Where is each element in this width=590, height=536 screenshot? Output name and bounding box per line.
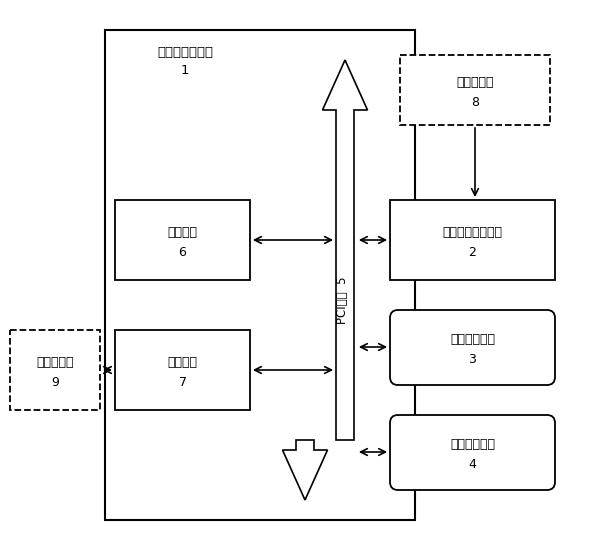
Text: 8: 8 [471,95,479,108]
Text: 9: 9 [51,376,59,389]
Polygon shape [323,60,368,440]
Bar [390,200,555,280]
Text: 信号处理模块: 信号处理模块 [450,438,495,451]
Text: 数据终端机: 数据终端机 [36,355,74,369]
Bar [10,330,100,410]
Text: 系统控制模块: 系统控制模块 [450,333,495,346]
Bar [400,55,550,125]
Bar [105,30,415,520]
FancyBboxPatch shape [390,415,555,490]
Text: 6: 6 [179,245,186,258]
Text: 数字中频接收机板: 数字中频接收机板 [442,226,503,239]
Text: 2: 2 [468,245,477,258]
Text: 3: 3 [468,353,477,366]
Text: 工业控制计算机: 工业控制计算机 [157,46,213,58]
Text: 7: 7 [179,376,186,389]
FancyBboxPatch shape [390,310,555,385]
Text: 模拟接收机: 模拟接收机 [456,76,494,88]
Text: 以太网卡: 以太网卡 [168,355,198,369]
Bar [115,200,250,280]
Polygon shape [283,440,327,500]
Text: 1: 1 [181,63,189,77]
Text: 共享内存: 共享内存 [168,226,198,239]
Text: 4: 4 [468,458,477,471]
Text: PCI总线  5: PCI总线 5 [336,276,349,324]
Bar [115,330,250,410]
